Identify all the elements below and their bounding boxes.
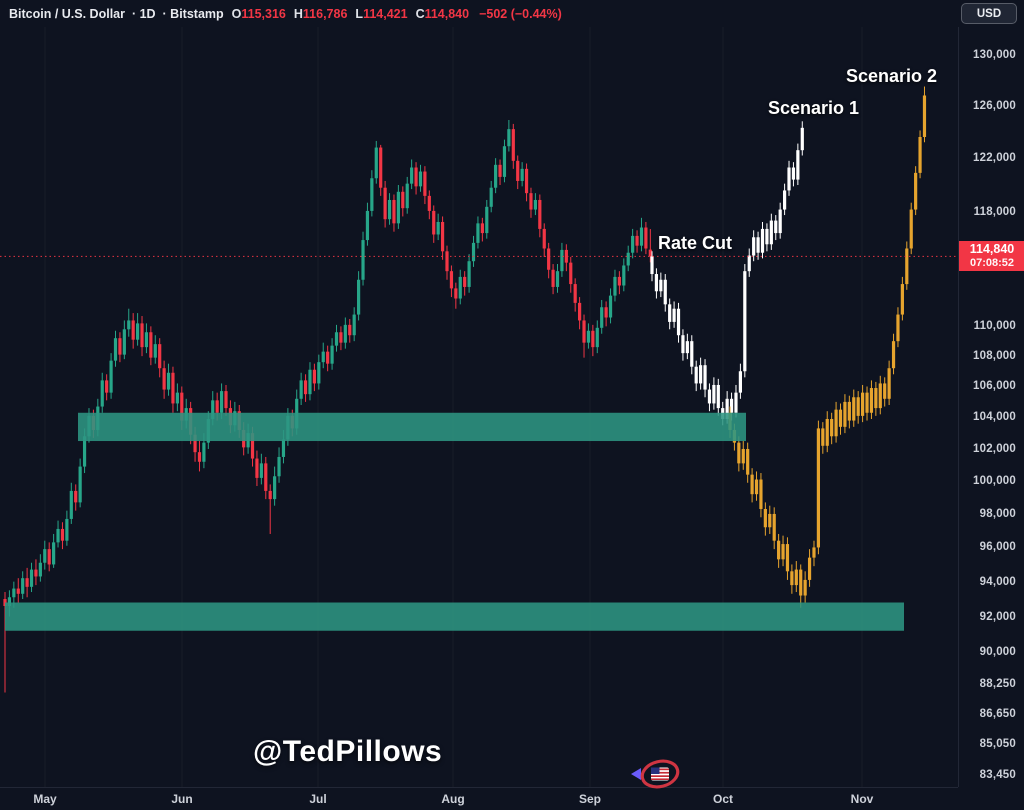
close-value: 114,840 <box>424 6 470 21</box>
price-tick-label: 106,000 <box>973 380 1016 393</box>
price-tick-label: 130,000 <box>973 49 1016 61</box>
low-value: 114,421 <box>363 6 408 21</box>
time-tick-label: Jul <box>309 792 327 806</box>
price-tick-label: 108,000 <box>973 350 1016 363</box>
price-tick-label: 126,000 <box>973 99 1016 112</box>
support-zone[interactable] <box>5 602 904 631</box>
price-tick-label: 96,000 <box>979 541 1016 554</box>
price-tick-label: 98,000 <box>979 507 1016 520</box>
candles-scenario-1 <box>650 121 804 426</box>
price-tick-label: 100,000 <box>973 475 1016 488</box>
price-axis[interactable]: 114,840 07:08:52 130,000 126,000 122,000 11… <box>958 27 1024 787</box>
us-flag-event-icon[interactable] <box>628 755 684 793</box>
price-tick-label: 86,650 <box>979 707 1016 720</box>
currency-toggle-button[interactable]: USD <box>961 3 1017 24</box>
current-price-flag: 114,840 07:08:52 <box>959 241 1024 272</box>
open-value: 115,316 <box>241 6 286 21</box>
symbol-name: Bitcoin / U.S. Dollar <box>9 6 125 21</box>
time-tick-label: Nov <box>850 792 874 806</box>
ohlc-low: L 114,421 <box>355 7 407 21</box>
price-tick-label: 92,000 <box>979 610 1016 623</box>
time-tick-label: Oct <box>712 792 734 806</box>
scenario-2-annotation[interactable]: Scenario 2 <box>846 66 938 86</box>
price-tick-label: 122,000 <box>973 152 1016 165</box>
symbol-title[interactable]: Bitcoin / U.S. Dollar · 1D · Bitstamp <box>9 7 224 21</box>
red-ring-icon <box>640 759 680 789</box>
price-tick-label: 85,050 <box>979 738 1016 751</box>
us-flag-icon <box>651 767 669 781</box>
candles-history <box>3 120 652 693</box>
time-tick-label: Aug <box>441 792 465 806</box>
price-tick-label: 102,000 <box>973 442 1016 455</box>
author-watermark: @TedPillows <box>253 735 443 768</box>
separator-dot-1: · <box>128 6 140 21</box>
price-tick-label: 88,250 <box>979 678 1016 691</box>
close-label: C <box>415 6 425 21</box>
price-tick-label: 104,000 <box>973 411 1016 424</box>
resistance-zone[interactable] <box>78 412 746 442</box>
high-label: H <box>293 6 303 21</box>
price-tick-label: 83,450 <box>979 769 1016 781</box>
price-tick-label: 110,000 <box>973 320 1016 333</box>
time-tick-label: May <box>33 792 57 806</box>
event-arrow-icon <box>631 768 641 780</box>
rate-cut-annotation[interactable]: Rate Cut <box>658 233 733 253</box>
bar-countdown-timer: 07:08:52 <box>969 256 1015 269</box>
price-tick-label: 90,000 <box>979 646 1016 659</box>
high-value: 116,786 <box>302 6 348 21</box>
price-change: −502 (−0.44%) <box>479 6 562 21</box>
open-label: O <box>231 6 242 21</box>
interval-label: 1D <box>139 6 156 21</box>
time-axis[interactable]: May Jun Jul Aug Sep Oct Nov <box>0 787 958 810</box>
candles-scenario-2 <box>728 86 927 608</box>
ohlc-high: H 116,786 <box>294 7 348 21</box>
low-label: L <box>355 6 364 21</box>
ohlc-close: C 114,840 <box>416 7 470 21</box>
time-tick-label: Sep <box>578 792 602 806</box>
ohlc-open: O 115,316 <box>232 7 286 21</box>
scenario-1-annotation[interactable]: Scenario 1 <box>768 98 860 118</box>
time-tick-label: Jun <box>171 792 193 806</box>
separator-dot-2: · <box>159 6 171 21</box>
current-price-value: 114,840 <box>969 242 1015 257</box>
price-tick-label: 118,000 <box>973 206 1016 219</box>
price-tick-label: 94,000 <box>979 575 1016 588</box>
exchange-label: Bitstamp <box>170 6 224 21</box>
